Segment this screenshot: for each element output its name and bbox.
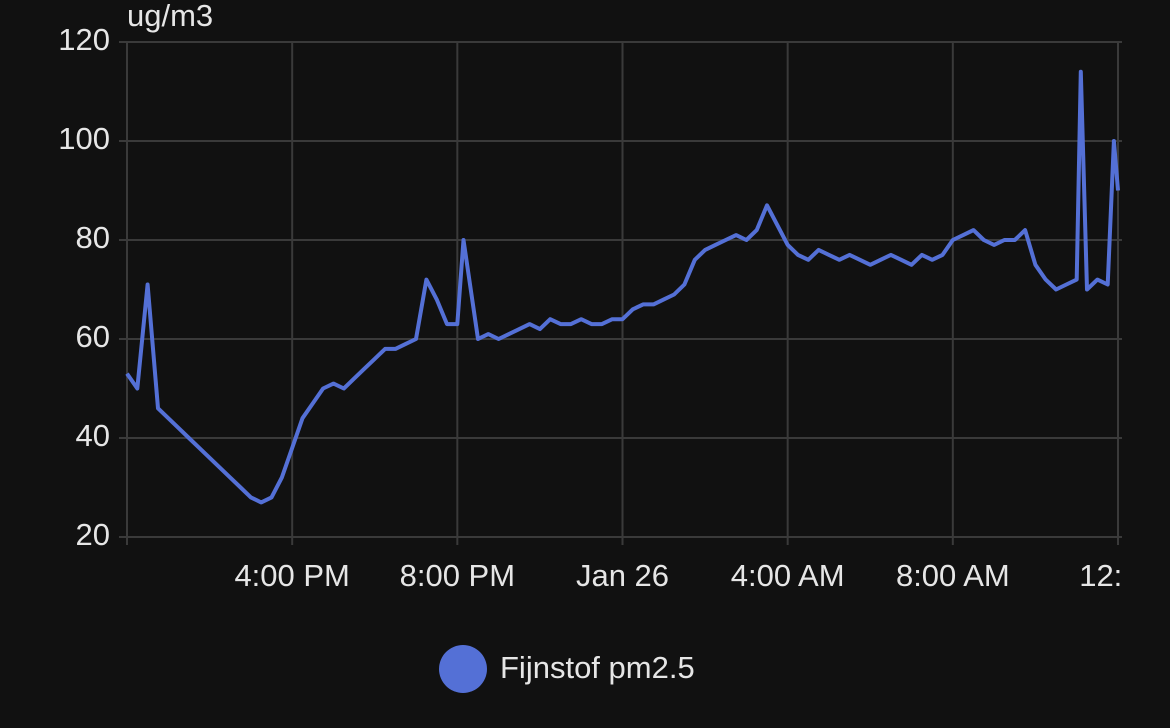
x-tick-label: 12:00 (1079, 558, 1157, 593)
y-axis-label: ug/m3 (127, 0, 213, 33)
x-tick-labels: 4:00 PM 8:00 PM Jan 26 4:00 AM 8:00 AM 12:00 (234, 558, 1157, 593)
y-tick-label: 80 (76, 220, 110, 255)
legend: Fijnstof pm2.5 (439, 645, 695, 693)
x-tick-label: 4:00 AM (731, 558, 845, 593)
y-tick-label: 20 (76, 517, 110, 552)
x-tick-label: Jan 26 (576, 558, 669, 593)
y-tick-label: 120 (58, 22, 110, 57)
x-tick-label: 8:00 AM (896, 558, 1010, 593)
x-tick-label: 4:00 PM (234, 558, 349, 593)
legend-swatch (439, 645, 487, 693)
data-line (125, 69, 1120, 505)
x-tick-label: 8:00 PM (400, 558, 515, 593)
legend-label: Fijnstof pm2.5 (500, 650, 695, 685)
y-tick-label: 60 (76, 319, 110, 354)
y-tick-label: 100 (58, 121, 110, 156)
y-tick-label: 40 (76, 418, 110, 453)
